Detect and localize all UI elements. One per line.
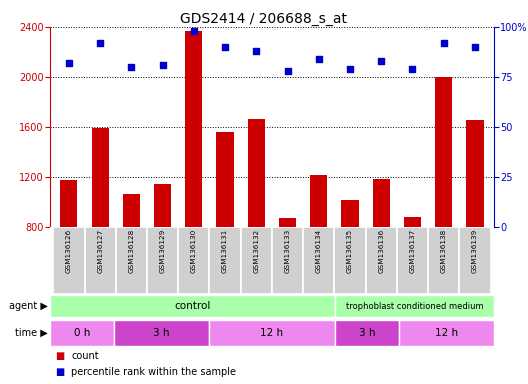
Bar — [466, 121, 484, 326]
Text: 3 h: 3 h — [153, 328, 169, 338]
Bar — [365, 227, 397, 294]
Point — [408, 66, 417, 72]
Bar — [399, 320, 494, 346]
Text: GSM136136: GSM136136 — [378, 228, 384, 273]
Bar — [241, 227, 272, 294]
Text: 3 h: 3 h — [359, 328, 375, 338]
Text: GSM136127: GSM136127 — [97, 228, 103, 273]
Text: GSM136128: GSM136128 — [128, 228, 134, 273]
Text: GDS2414 / 206688_s_at: GDS2414 / 206688_s_at — [181, 12, 347, 25]
Bar — [279, 218, 296, 326]
Bar — [216, 132, 234, 326]
Bar — [334, 227, 365, 294]
Bar — [53, 227, 84, 294]
Bar — [50, 295, 335, 318]
Bar — [50, 320, 114, 346]
Bar — [303, 227, 334, 294]
Text: trophoblast conditioned medium: trophoblast conditioned medium — [346, 302, 483, 311]
Text: GSM136131: GSM136131 — [222, 228, 228, 273]
Text: GSM136135: GSM136135 — [347, 228, 353, 273]
Point — [377, 58, 385, 64]
Bar — [342, 200, 359, 326]
Point — [96, 40, 105, 46]
Text: percentile rank within the sample: percentile rank within the sample — [71, 367, 237, 377]
Bar — [335, 320, 399, 346]
Bar — [373, 179, 390, 326]
Text: GSM136134: GSM136134 — [316, 228, 322, 273]
Text: 12 h: 12 h — [435, 328, 458, 338]
Text: GSM136132: GSM136132 — [253, 228, 259, 273]
Text: GSM136126: GSM136126 — [66, 228, 72, 273]
Text: GSM136130: GSM136130 — [191, 228, 197, 273]
Bar — [154, 184, 171, 326]
Text: ■: ■ — [55, 351, 65, 361]
Bar — [60, 180, 78, 326]
Point — [439, 40, 448, 46]
Bar — [123, 194, 140, 326]
Bar — [404, 217, 421, 326]
Text: 12 h: 12 h — [260, 328, 284, 338]
Bar — [209, 320, 335, 346]
Point — [221, 44, 229, 50]
Bar — [114, 320, 209, 346]
Text: ■: ■ — [55, 367, 65, 377]
Point — [190, 28, 198, 34]
Point — [127, 64, 136, 70]
Point — [158, 62, 167, 68]
Point — [64, 60, 73, 66]
Point — [471, 44, 479, 50]
Text: GSM136139: GSM136139 — [472, 228, 478, 273]
Point — [315, 56, 323, 62]
Bar — [397, 227, 428, 294]
Text: GSM136133: GSM136133 — [285, 228, 290, 273]
Bar — [248, 119, 265, 326]
Text: 0 h: 0 h — [73, 328, 90, 338]
Point — [284, 68, 292, 74]
Bar — [428, 227, 459, 294]
Bar — [185, 31, 202, 326]
Bar — [459, 227, 491, 294]
Bar — [310, 175, 327, 326]
Text: agent ▶: agent ▶ — [8, 301, 48, 311]
Bar — [272, 227, 303, 294]
Bar — [178, 227, 210, 294]
Point — [346, 66, 354, 72]
Point — [252, 48, 260, 54]
Text: GSM136138: GSM136138 — [441, 228, 447, 273]
Text: GSM136129: GSM136129 — [159, 228, 166, 273]
Text: GSM136137: GSM136137 — [410, 228, 416, 273]
Bar — [335, 295, 494, 318]
Bar — [84, 227, 116, 294]
Bar — [147, 227, 178, 294]
Text: control: control — [175, 301, 211, 311]
Bar — [210, 227, 241, 294]
Text: time ▶: time ▶ — [15, 328, 48, 338]
Bar — [116, 227, 147, 294]
Bar — [435, 77, 452, 326]
Text: count: count — [71, 351, 99, 361]
Bar — [91, 128, 109, 326]
